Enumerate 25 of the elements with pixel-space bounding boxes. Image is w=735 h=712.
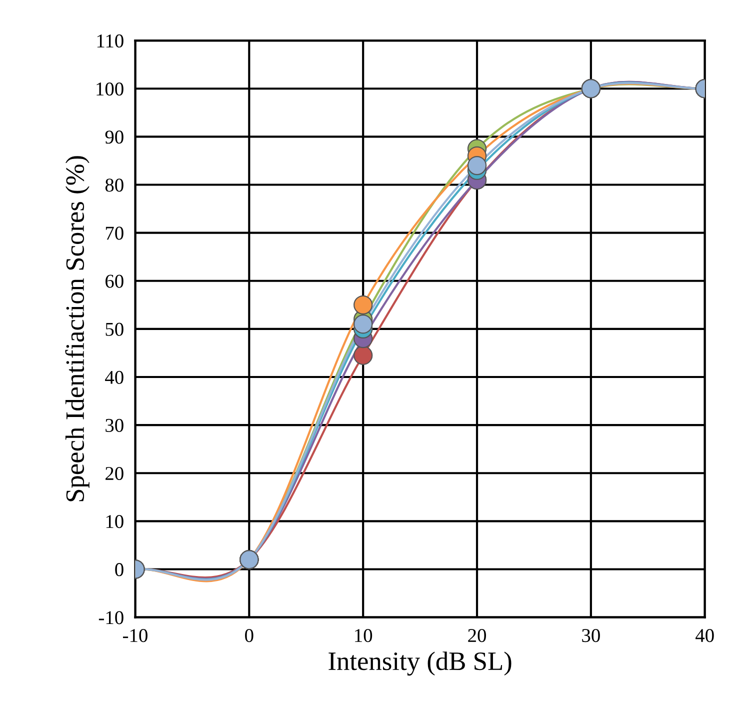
y-tick-label: 0 bbox=[115, 563, 124, 576]
y-tick-label: 10 bbox=[106, 515, 124, 528]
x-axis-title: Intensity (dB SL) bbox=[328, 652, 512, 676]
y-tick-label: -10 bbox=[98, 611, 124, 624]
x-tick-label: 20 bbox=[468, 628, 486, 642]
point bbox=[467, 156, 487, 176]
y-tick-label: 70 bbox=[106, 226, 124, 240]
x-tick-label: -10 bbox=[123, 628, 148, 642]
y-tick-label: 50 bbox=[106, 322, 124, 336]
y-tick-label: 90 bbox=[105, 130, 124, 144]
y-tick-label: 60 bbox=[106, 274, 124, 288]
x-tick-label: 40 bbox=[696, 628, 714, 642]
y-tick-label: 100 bbox=[96, 82, 124, 96]
point bbox=[354, 295, 373, 314]
x-tick-label: 30 bbox=[582, 628, 600, 642]
point bbox=[354, 346, 373, 365]
y-tick-label: 30 bbox=[106, 418, 124, 432]
y-tick-label: 80 bbox=[105, 178, 124, 192]
y-tick-label: 40 bbox=[105, 370, 124, 384]
y-tick-label: 20 bbox=[106, 466, 124, 480]
x-tick-label: 0 bbox=[245, 628, 254, 642]
x-tick-label: 10 bbox=[355, 628, 372, 642]
y-tick-label: 110 bbox=[97, 34, 124, 48]
point bbox=[354, 314, 373, 334]
y-axis-title: Speech Identifiaction Scores (%) bbox=[65, 156, 90, 502]
